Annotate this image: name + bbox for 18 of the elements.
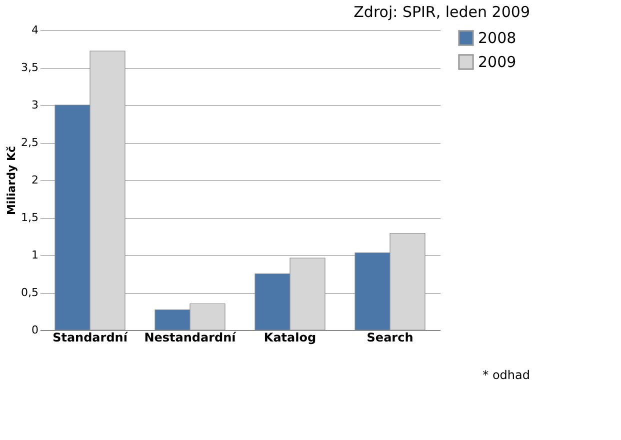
y-tick-label: 0,5 [21,286,38,299]
x-tick-label: Standardní [52,330,128,344]
x-tick-label: Search [366,330,414,344]
y-tick-label: 1 [32,248,38,262]
y-tick-label: 4 [32,24,38,36]
y-tick-label: 3,5 [21,61,38,74]
x-tick-label: Katalog [264,330,316,344]
y-tick-label: 0 [32,324,38,336]
y-tick-label: 1,5 [21,211,38,224]
y-tick-label: 3 [32,98,38,112]
chart-title: Zdroj: SPIR, leden 2009 [354,3,530,21]
x-tick-label: Nestandardní [144,330,237,344]
legend-label: 2008 [478,29,516,47]
y-tick-label: 2 [32,174,38,186]
y-axis-title: Miliardy Kč [5,146,18,216]
legend-label: 2009 [478,53,516,71]
text: * odhad [482,368,530,382]
y-tick-label: 2,5 [21,136,38,149]
